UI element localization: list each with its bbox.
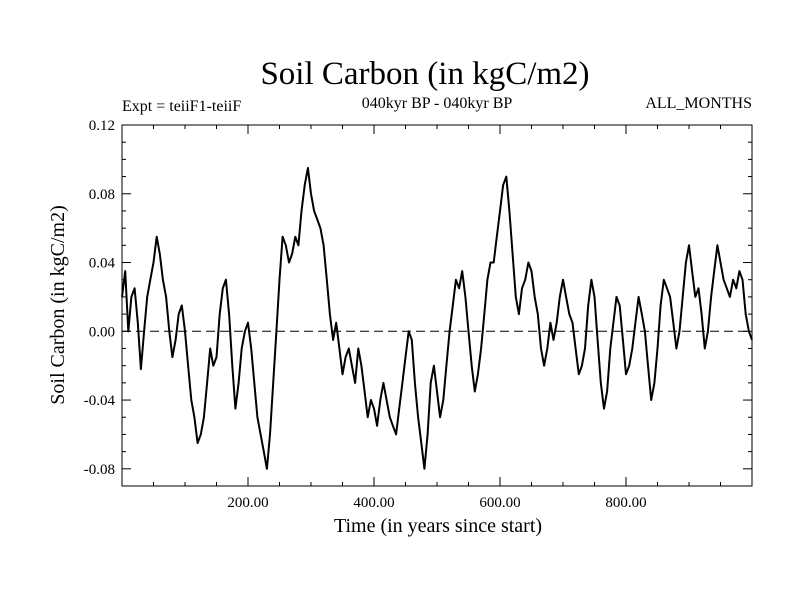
y-tick-label: -0.04 — [84, 393, 116, 409]
y-tick-label: 0.12 — [89, 118, 115, 134]
y-tick-label: 0.00 — [89, 324, 115, 340]
soil-carbon-series-line — [121, 167, 753, 470]
plot-frame — [121, 124, 753, 487]
y-axis-label: Soil Carbon (in kgC/m2) — [47, 205, 69, 404]
y-tick-label: 0.04 — [89, 256, 116, 272]
expt-label: Expt = teiiF1-teiiF — [122, 98, 241, 115]
x-tick-label: 600.00 — [479, 495, 520, 511]
chart-subtitle: 040kyr BP - 040kyr BP — [362, 95, 513, 112]
x-tick-label: 800.00 — [605, 495, 646, 511]
x-tick-label: 400.00 — [353, 495, 394, 511]
y-tick-label: 0.08 — [89, 187, 115, 203]
y-tick-label: -0.08 — [84, 462, 115, 478]
chart-title: Soil Carbon (in kgC/m2) — [260, 56, 589, 92]
x-axis-label: Time (in years since start) — [334, 515, 542, 537]
plot-area: 200.00 400.00 600.00 800.00 0.12 0.08 0.04 0.00… — [84, 118, 753, 511]
months-label: ALL_MONTHS — [645, 95, 752, 112]
x-tick-label: 200.00 — [227, 495, 268, 511]
